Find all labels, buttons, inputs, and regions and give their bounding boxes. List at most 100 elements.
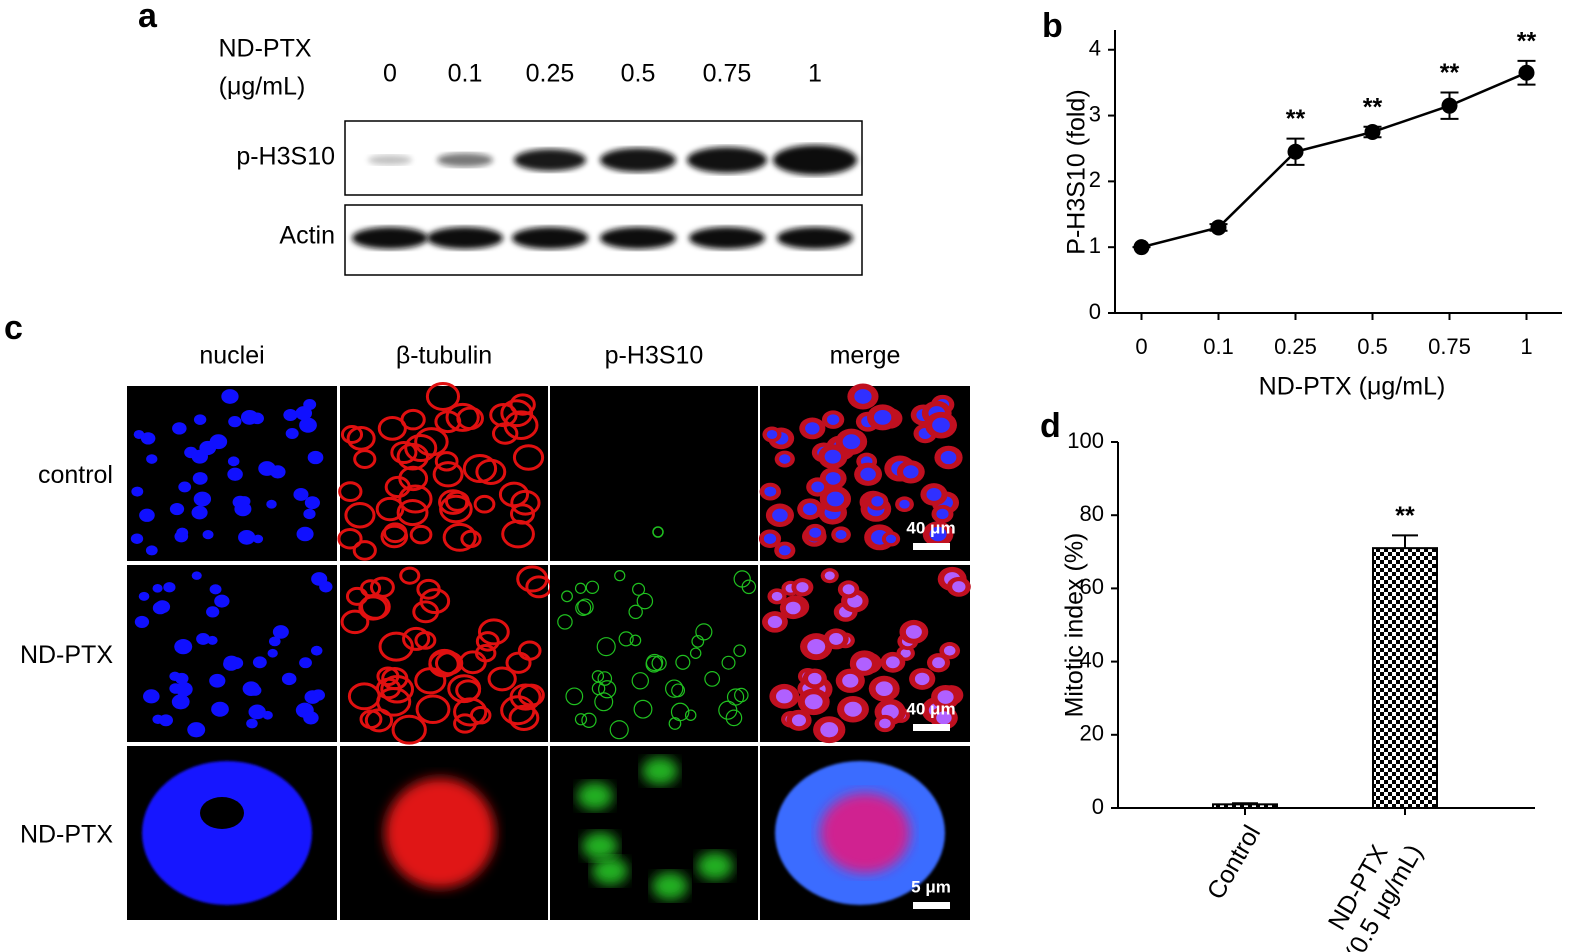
nucleus [248,704,266,720]
nucleus [158,714,173,727]
nucleus [196,632,211,645]
lane-label: 0 [383,60,397,88]
nucleus [835,529,847,540]
nucleus [310,645,323,656]
nucleus [238,496,251,507]
point [1287,143,1304,160]
cell [473,494,496,514]
mitotic [628,604,643,620]
mitotic [725,709,743,727]
nucleus [145,545,158,556]
nucleus [192,472,208,485]
nucleus [304,690,321,704]
cell [369,576,395,598]
mitotic [598,680,617,699]
cell [344,502,376,529]
panel-label: c [4,309,23,347]
nucleus [767,615,783,629]
nucleus [270,465,286,479]
cell [416,578,441,600]
blob [142,761,312,905]
cell [500,399,534,428]
mitotic [741,579,757,595]
x-tick-label: 0.75 [1428,334,1471,359]
nucleus [139,508,155,522]
nucleus [854,389,872,404]
band [352,227,428,249]
mitotic [733,644,747,658]
nucleus [826,414,840,425]
nucleus [844,701,862,717]
nucleus [152,601,168,615]
nucleus [143,689,160,704]
panel-label: d [1040,407,1061,445]
nucleus [131,486,144,497]
nucleus [175,672,189,685]
cell [396,442,430,471]
row-label: control [38,461,113,489]
y-tick-label: 0 [1092,794,1104,819]
nucleus [140,432,156,445]
cell [475,458,507,485]
treatment-label: ND-PTX [218,35,311,63]
blob [385,778,495,888]
nucleus [228,416,242,428]
cell [442,522,477,552]
band [773,145,857,175]
cell [444,490,470,512]
nucleus [805,422,820,435]
nucleus [146,454,158,464]
lane-label: 0.25 [526,60,575,88]
nucleus [796,582,809,593]
nucleus [172,422,187,435]
nucleus [319,581,333,593]
image-content [130,389,324,556]
nucleus [914,672,930,686]
scale-bar-label: 40 μm [906,699,955,718]
mitotic [721,655,736,670]
nucleus [272,625,289,639]
cell [487,666,517,692]
nucleus [152,584,163,593]
nucleus [191,505,208,520]
y-axis-label: P-H3S10 (fold) [1063,89,1091,254]
cell [477,618,510,646]
nucleus [283,409,298,422]
point [1210,219,1227,236]
lane-label: 0.5 [621,60,656,88]
cell [419,588,451,615]
nucleus [206,606,220,618]
scale-bar [913,543,950,550]
cell [517,640,542,661]
cell [391,714,427,745]
cell [460,529,482,549]
cell [409,524,433,545]
point [1518,64,1535,81]
mitotic [636,592,654,610]
nucleus [808,672,822,685]
band [689,227,765,249]
nucleus [943,645,956,656]
cell [383,522,408,544]
x-tick-label: 0.25 [1274,334,1317,359]
nucleus [193,491,212,507]
nucleus [240,409,259,425]
nucleus [791,714,806,727]
nucleus [227,456,240,467]
mitotic [691,634,705,648]
mitotic [652,526,664,538]
column-header: merge [830,342,901,370]
band [687,147,767,173]
nucleus [209,673,226,688]
image-content [134,571,333,738]
cell [445,402,480,432]
nucleus [903,465,919,479]
nucleus [926,488,942,501]
nucleus [929,526,947,542]
cell [458,650,487,675]
nucleus [899,499,910,509]
mitotic [675,654,691,670]
nucleus [252,534,264,544]
mitotic [633,699,653,719]
cell [509,393,536,416]
